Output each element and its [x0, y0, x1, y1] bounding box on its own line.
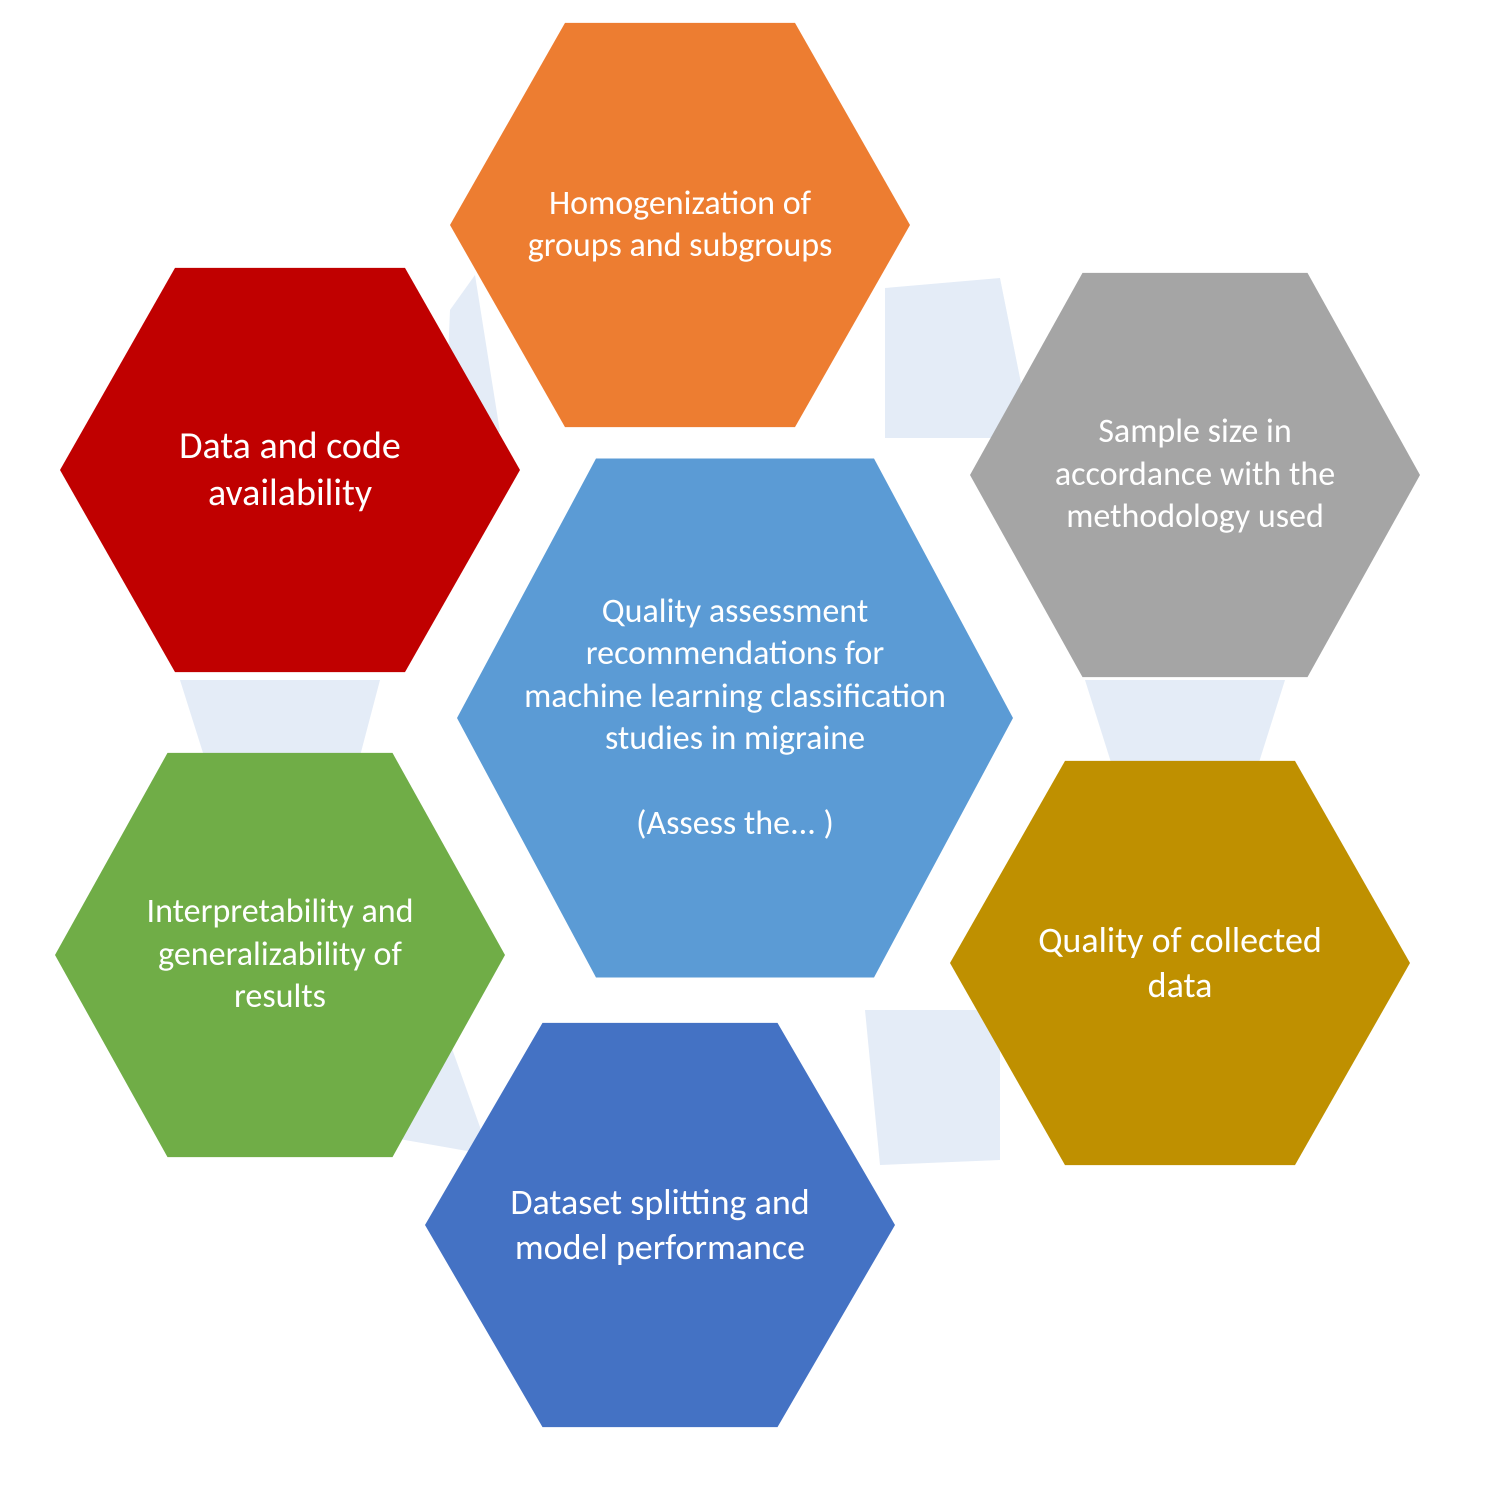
hex-label: Dataset splitting and model performance [425, 1180, 895, 1270]
hex-label: Data and code availability [60, 423, 520, 518]
hex-label: Sample size in accordance with the metho… [970, 411, 1420, 539]
hex-label: Quality assessment recommendations for m… [457, 591, 1013, 846]
hex-label: Quality of collected data [950, 918, 1410, 1008]
connector [865, 1010, 1000, 1165]
connector [1085, 680, 1285, 775]
hexagon-diagram: Homogenization of groups and subgroups Sa… [0, 0, 1488, 1506]
hex-label: Interpretability and generalizability of… [55, 891, 505, 1019]
hex-label: Homogenization of groups and subgroups [450, 183, 910, 268]
